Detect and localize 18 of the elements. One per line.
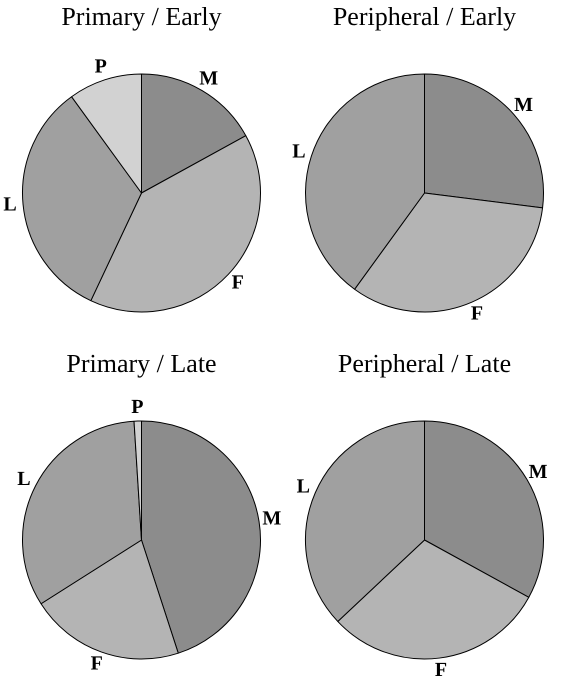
slice-label: F (470, 302, 484, 324)
slice-label: M (514, 94, 534, 116)
slice-label: M (528, 460, 548, 483)
slice-label: F (90, 652, 103, 674)
chart-title: Peripheral / Late (336, 348, 512, 380)
slice-label: L (292, 140, 306, 162)
slice-label: P (131, 396, 144, 418)
chart-title: Peripheral / Early (332, 1, 518, 33)
slice-label: L (296, 476, 310, 498)
slice-label: M (199, 68, 218, 90)
slice-label: L (3, 194, 17, 216)
chart-title: Primary / Early (60, 1, 223, 33)
slice-label: L (17, 468, 31, 490)
chart-title: Primary / Late (65, 348, 218, 380)
slice-label: F (232, 272, 244, 294)
slice-label: F (434, 659, 448, 682)
slice-label: M (262, 508, 282, 530)
slice-label: P (94, 56, 107, 78)
